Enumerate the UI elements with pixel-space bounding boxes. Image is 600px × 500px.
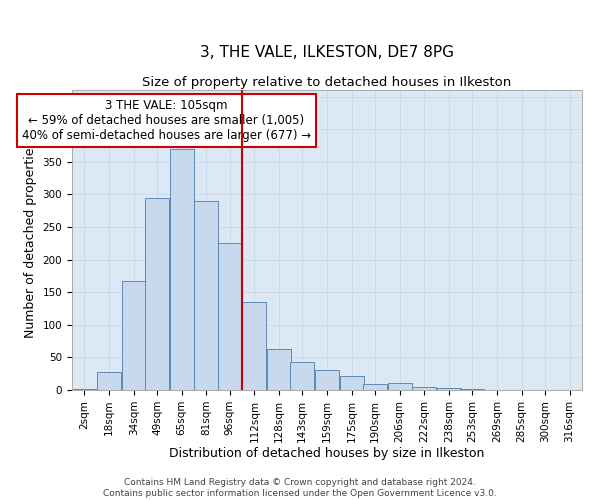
Bar [145, 198, 169, 390]
Bar [388, 383, 412, 390]
Text: 3, THE VALE, ILKESTON, DE7 8PG: 3, THE VALE, ILKESTON, DE7 8PG [200, 45, 454, 60]
Bar [315, 370, 339, 390]
Bar [218, 244, 242, 390]
Bar [122, 281, 146, 390]
Bar [437, 388, 461, 390]
Bar [412, 386, 436, 390]
Bar [340, 376, 364, 390]
X-axis label: Distribution of detached houses by size in Ilkeston: Distribution of detached houses by size … [169, 448, 485, 460]
Bar [290, 362, 314, 390]
Bar [170, 148, 194, 390]
Bar [194, 201, 218, 390]
Text: 3 THE VALE: 105sqm
← 59% of detached houses are smaller (1,005)
40% of semi-deta: 3 THE VALE: 105sqm ← 59% of detached hou… [22, 99, 311, 142]
Bar [267, 349, 291, 390]
Y-axis label: Number of detached properties: Number of detached properties [24, 142, 37, 338]
Title: Size of property relative to detached houses in Ilkeston: Size of property relative to detached ho… [142, 76, 512, 89]
Bar [97, 372, 121, 390]
Bar [242, 302, 266, 390]
Bar [363, 384, 387, 390]
Text: Contains HM Land Registry data © Crown copyright and database right 2024.
Contai: Contains HM Land Registry data © Crown c… [103, 478, 497, 498]
